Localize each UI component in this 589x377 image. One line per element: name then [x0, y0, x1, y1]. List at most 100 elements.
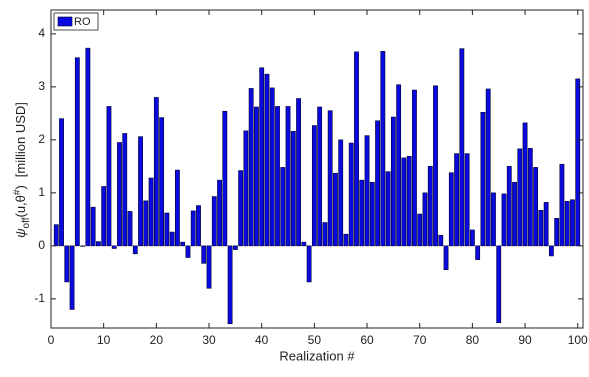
bar: [533, 167, 539, 247]
y-axis-label: ψoff(u,θ#) [million USD]: [12, 102, 32, 238]
bar: [190, 210, 196, 247]
bar: [117, 142, 122, 247]
bar: [554, 217, 560, 247]
bar: [201, 245, 207, 264]
bar: [559, 163, 565, 247]
bar: [491, 192, 496, 247]
bar: [311, 125, 317, 247]
bar: [369, 181, 375, 247]
bar: [227, 245, 233, 325]
bar: [180, 241, 186, 247]
bar: [327, 110, 333, 247]
bar: [175, 169, 180, 247]
y-label-close: ): [13, 185, 28, 189]
bar: [217, 179, 222, 247]
x-tick-label: 30: [202, 333, 216, 347]
bar: [543, 202, 549, 247]
bar: [53, 224, 59, 247]
y-label-symbol: ψ: [13, 228, 28, 238]
x-tick-label: 20: [150, 333, 164, 347]
bar: [359, 179, 365, 247]
bar: [412, 89, 417, 247]
bar: [138, 136, 143, 247]
bar: [390, 116, 396, 247]
bar: [280, 167, 286, 247]
bar: [343, 233, 349, 247]
y-label-unit: [million USD]: [13, 102, 28, 177]
bar: [380, 51, 386, 247]
bar: [354, 51, 359, 247]
y-label-sub: off: [21, 217, 32, 228]
bar: [127, 211, 133, 247]
legend-label: RO: [74, 16, 91, 28]
plot-frame: [50, 9, 584, 329]
bar: [164, 212, 170, 247]
y-label-args: (u,θ: [13, 195, 28, 217]
bar: [422, 192, 428, 247]
bar: [80, 245, 86, 247]
bar: [459, 48, 465, 247]
bar: [548, 245, 554, 257]
x-tick-label: 50: [308, 333, 322, 347]
bar: [254, 106, 259, 247]
bar: [480, 111, 486, 247]
bar: [143, 200, 149, 247]
bar: [232, 245, 238, 250]
x-tick-label: 10: [97, 333, 111, 347]
bar: [264, 73, 270, 247]
bar: [211, 196, 217, 247]
bar: [485, 88, 491, 247]
y-tick-label: 0: [38, 238, 45, 252]
bar: [301, 241, 307, 247]
bar: [69, 245, 75, 310]
bar: [454, 153, 459, 247]
bar: [433, 85, 438, 247]
bar: [306, 245, 312, 283]
x-tick-label: 90: [518, 333, 532, 347]
bar: [464, 153, 470, 247]
bar: [522, 122, 528, 247]
bar: [122, 133, 128, 247]
x-tick-label: 0: [48, 333, 55, 347]
bar: [322, 222, 328, 247]
x-tick-label: 60: [360, 333, 374, 347]
x-tick-label: 70: [413, 333, 427, 347]
x-tick-label: 100: [568, 333, 588, 347]
bar: [385, 171, 391, 247]
bar: [506, 166, 512, 247]
bar: [333, 172, 338, 247]
bar: [64, 245, 70, 283]
bar: [106, 106, 112, 247]
x-tick-label: 80: [466, 333, 480, 347]
bar: [269, 87, 275, 247]
plot-area: [51, 10, 583, 328]
bar: [469, 229, 475, 247]
bar: [417, 213, 423, 247]
bar: [496, 245, 502, 324]
y-tick-label: 3: [38, 79, 45, 93]
bar: [248, 88, 254, 247]
bar: [222, 110, 228, 247]
bar: [538, 210, 544, 247]
bar: [575, 78, 581, 247]
bar: [427, 166, 433, 247]
bar: [238, 170, 244, 247]
bar: [148, 177, 154, 247]
bar: [296, 98, 301, 247]
bar: [153, 97, 159, 247]
bar: [85, 47, 91, 247]
bar: [348, 142, 354, 247]
y-tick-label: 4: [38, 26, 45, 40]
bar: [285, 106, 291, 247]
bar: [317, 106, 323, 247]
bar: [512, 181, 517, 247]
x-axis-label: Realization #: [279, 348, 355, 363]
bar: [159, 117, 165, 247]
bar: [259, 67, 265, 247]
y-tick-label: -1: [34, 291, 45, 305]
bar: [401, 157, 407, 247]
y-tick-label: 2: [38, 132, 45, 146]
bar: [527, 148, 533, 247]
bar: [185, 245, 191, 258]
